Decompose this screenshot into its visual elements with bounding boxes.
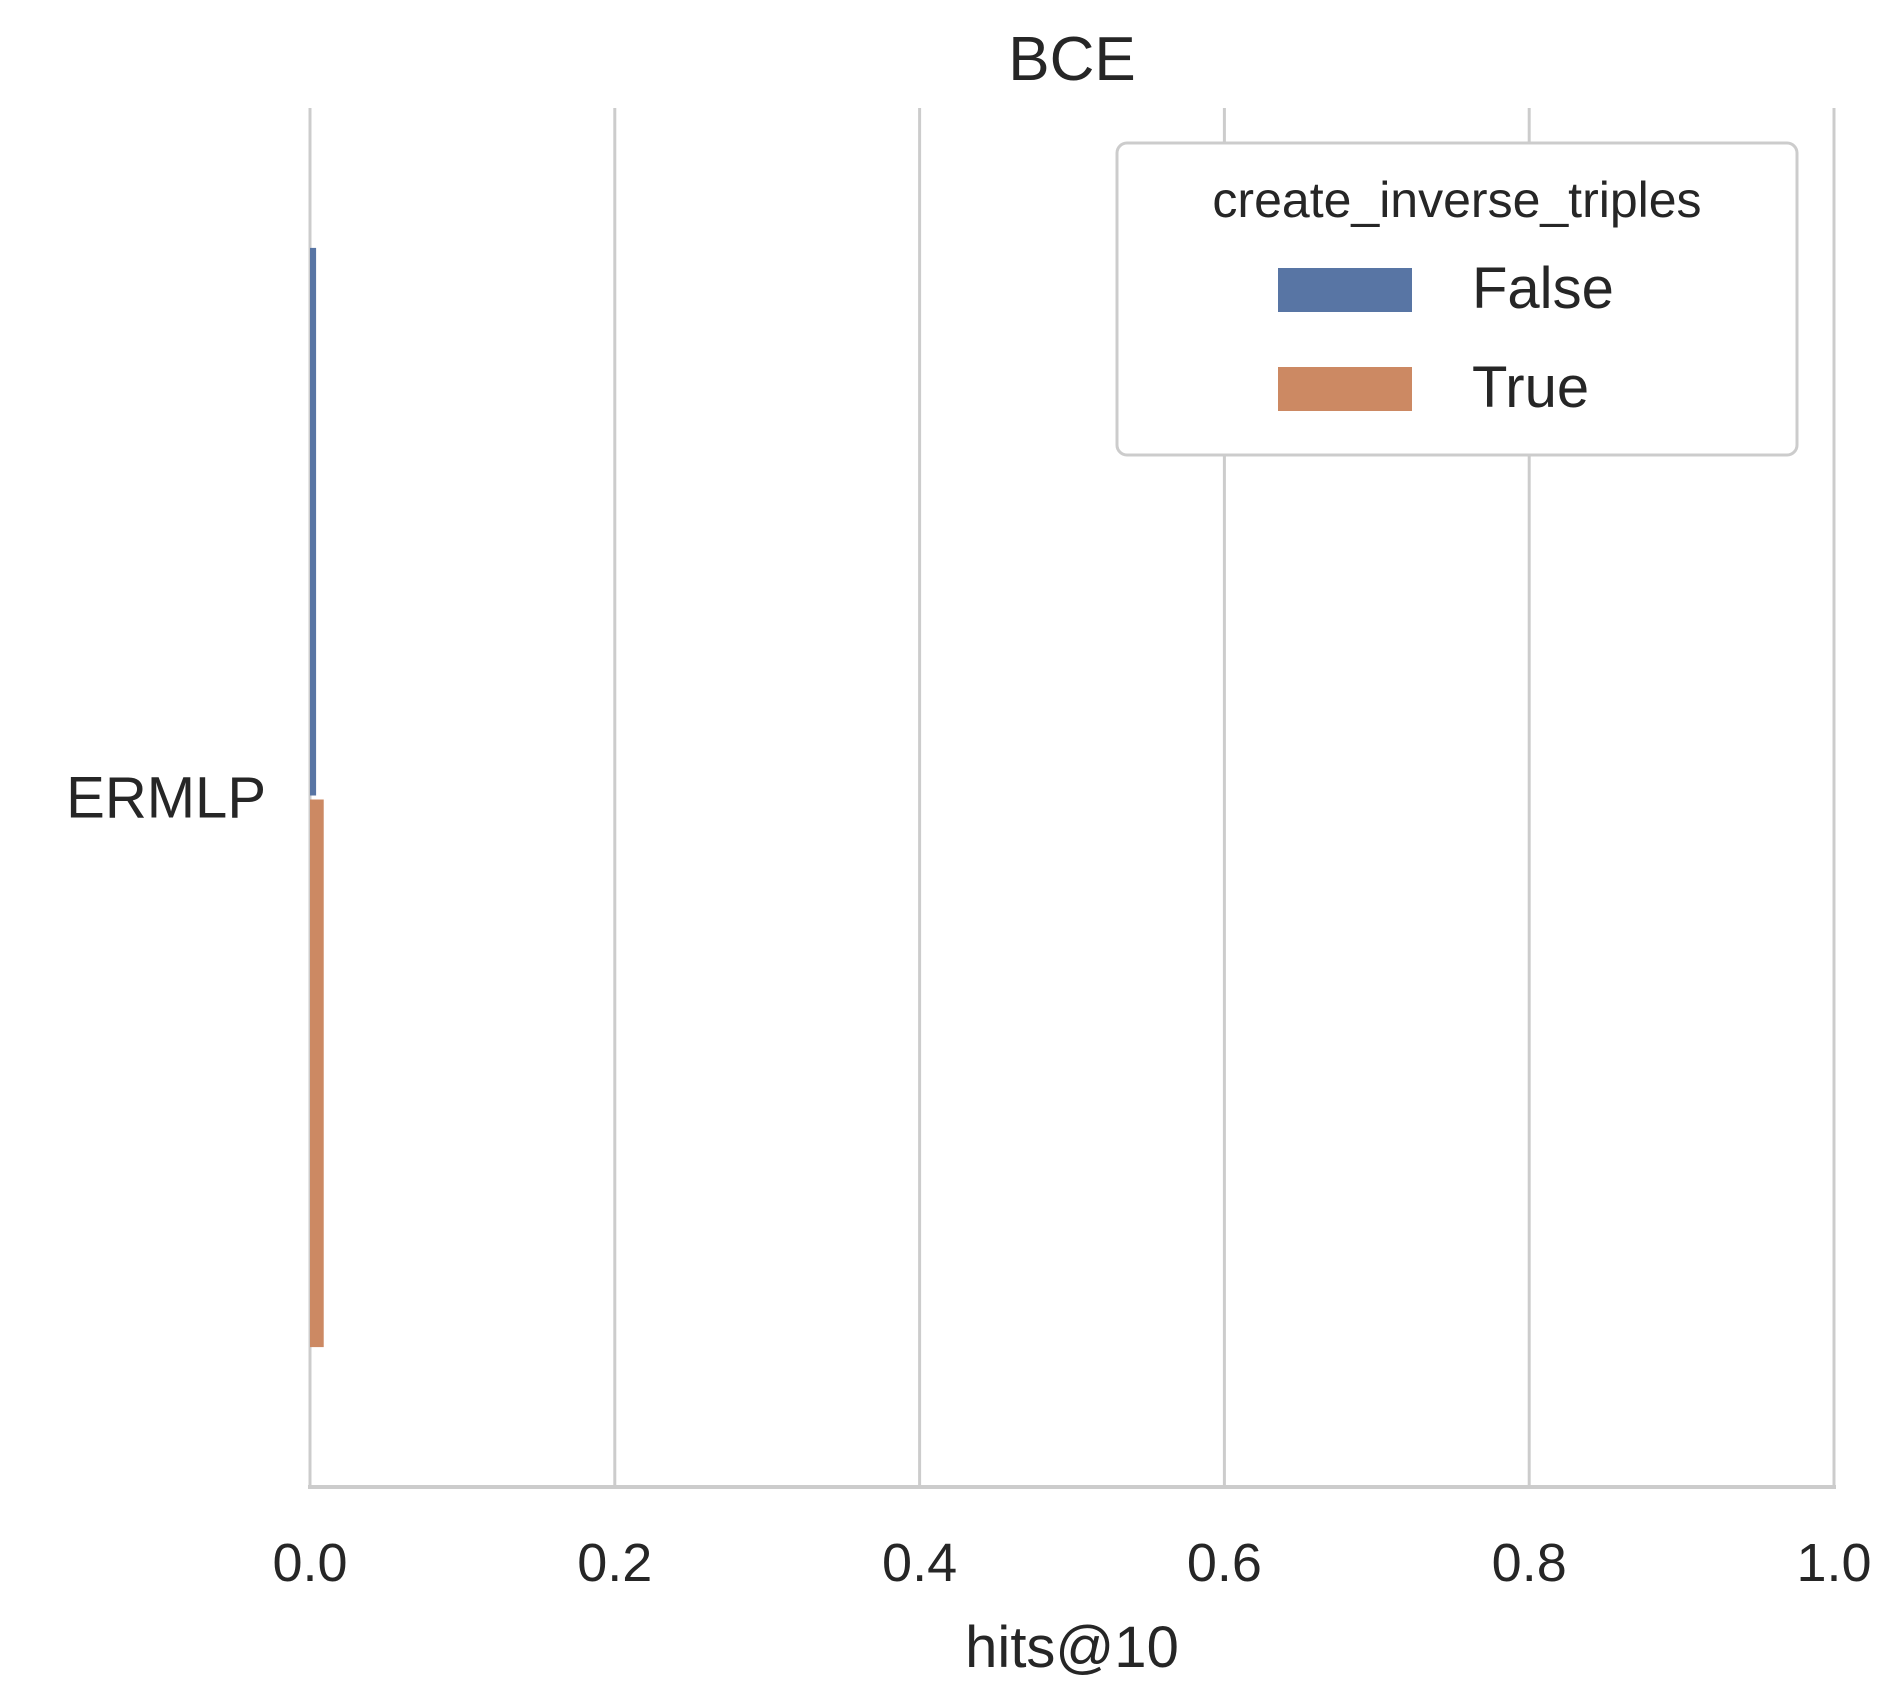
legend: create_inverse_triples False True <box>1115 141 1799 457</box>
bars <box>310 247 324 1348</box>
x-tick-label: 1.0 <box>1796 1533 1871 1593</box>
legend-label-true: True <box>1472 355 1589 420</box>
chart-title: BCE <box>1008 25 1135 94</box>
legend-title: create_inverse_triples <box>1212 172 1701 228</box>
x-tick-label: 0.4 <box>882 1533 957 1593</box>
category-labels: ERMLP <box>66 766 266 831</box>
bar-false <box>310 247 317 796</box>
legend-swatch-false <box>1278 268 1412 312</box>
x-tick-label: 0.2 <box>577 1533 652 1593</box>
x-tick-labels: 0.0 0.2 0.4 0.6 0.8 1.0 <box>272 1533 1871 1593</box>
legend-label-false: False <box>1472 256 1614 321</box>
legend-items: False True <box>1278 256 1614 420</box>
category-label: ERMLP <box>66 766 266 831</box>
x-tick-label: 0.6 <box>1187 1533 1262 1593</box>
bar-true <box>310 799 324 1348</box>
x-tick-label: 0.8 <box>1492 1533 1567 1593</box>
x-axis-title: hits@10 <box>965 1615 1179 1680</box>
legend-swatch-true <box>1278 367 1412 411</box>
x-tick-label: 0.0 <box>272 1533 347 1593</box>
